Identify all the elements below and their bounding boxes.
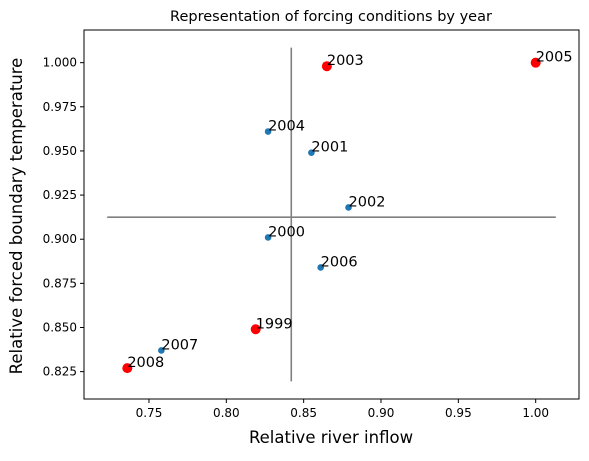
y-tick-label-0.925: 0.925 bbox=[43, 188, 77, 202]
data-point-2004 bbox=[264, 128, 272, 135]
y-tick-label-0.875: 0.875 bbox=[43, 276, 77, 290]
x-tick-label-1.00: 1.00 bbox=[522, 406, 549, 420]
data-point-2008 bbox=[122, 363, 133, 374]
y-axis-label: Relative forced boundary temperature bbox=[7, 58, 26, 375]
data-point-label-2008: 2008 bbox=[127, 355, 164, 371]
data-point-2007 bbox=[158, 347, 165, 354]
data-point-label-2002: 2002 bbox=[349, 194, 386, 210]
data-point-label-2003: 2003 bbox=[327, 53, 364, 69]
data-point-label-2006: 2006 bbox=[321, 254, 358, 270]
y-tick-label-0.850: 0.850 bbox=[43, 320, 77, 334]
data-point-2006 bbox=[317, 264, 324, 271]
x-tick-label-0.75: 0.75 bbox=[136, 406, 163, 420]
y-tick-label-1.000: 1.000 bbox=[43, 56, 77, 70]
y-tick-label-0.950: 0.950 bbox=[43, 144, 77, 158]
data-point-2001 bbox=[308, 149, 315, 157]
y-tick-label-0.975: 0.975 bbox=[43, 100, 77, 114]
y-tick-label-0.825: 0.825 bbox=[43, 365, 77, 379]
plot-area: 2005 2003 2004 2001 2002 2000 2006 1999 2007 2008… bbox=[43, 29, 580, 420]
data-point-2005 bbox=[530, 57, 541, 68]
x-tick-label-0.90: 0.90 bbox=[368, 406, 395, 420]
data-point-label-2005: 2005 bbox=[536, 50, 573, 66]
data-point-label-2000: 2000 bbox=[268, 224, 305, 240]
data-point-label-2004: 2004 bbox=[268, 119, 305, 135]
y-tick-label-0.900: 0.900 bbox=[43, 232, 77, 246]
chart-title: Representation of forcing conditions by … bbox=[170, 9, 492, 25]
x-tick-label-0.80: 0.80 bbox=[213, 406, 240, 420]
x-tick-label-0.85: 0.85 bbox=[290, 406, 317, 420]
x-tick-label-0.95: 0.95 bbox=[445, 406, 472, 420]
x-axis-label: Relative river inflow bbox=[249, 428, 413, 447]
data-point-2003 bbox=[321, 61, 332, 72]
data-point-2000 bbox=[264, 234, 272, 241]
data-point-label-1999: 1999 bbox=[256, 316, 293, 332]
data-point-label-2001: 2001 bbox=[311, 140, 348, 156]
data-point-label-2007: 2007 bbox=[161, 337, 198, 353]
data-point-1999 bbox=[250, 324, 261, 335]
plot-frame bbox=[83, 29, 580, 400]
data-point-2002 bbox=[345, 204, 352, 211]
